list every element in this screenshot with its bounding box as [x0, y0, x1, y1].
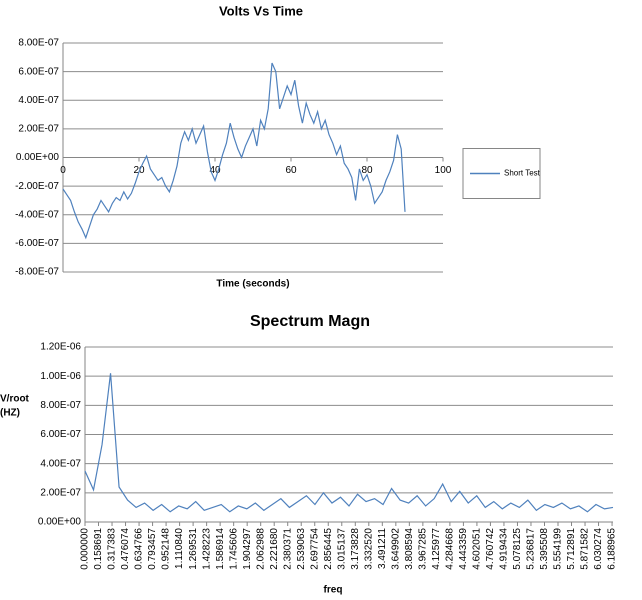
y-tick-label: 0.00E+00 [16, 152, 60, 163]
x-tick-label: 0 [60, 165, 66, 176]
x-tick-label: 5.078125 [512, 528, 523, 570]
y-tick-label: 4.00E-07 [40, 458, 81, 469]
y-tick-label: 6.00E-07 [18, 66, 59, 77]
x-tick-label: 60 [285, 165, 297, 176]
x-tick-label: 6.030274 [593, 528, 604, 570]
x-tick-label: 5.712891 [566, 528, 577, 570]
x-tick-label: 6.188965 [607, 528, 618, 570]
x-tick-label: 5.395508 [539, 528, 550, 570]
x-tick-label: 3.808594 [404, 528, 415, 570]
x-tick-label: 1.428223 [201, 528, 212, 570]
x-tick-label: 3.332520 [363, 528, 374, 570]
y-tick-label: -4.00E-07 [15, 209, 59, 220]
x-tick-label: 1.269531 [188, 528, 199, 570]
x-tick-label: 3.015137 [336, 528, 347, 570]
x-tick-label: 1.586914 [215, 528, 226, 570]
x-tick-label: 4.919434 [499, 528, 510, 570]
x-tick-label: 4.284668 [445, 528, 456, 570]
x-tick-label: 2.697754 [309, 528, 320, 570]
y-tick-label: 1.20E-06 [40, 342, 81, 353]
chart-title: Volts Vs Time [219, 3, 303, 18]
y-tick-label: 8.00E-07 [18, 38, 59, 49]
x-tick-label: 0.634766 [134, 528, 145, 570]
legend-box [462, 148, 541, 199]
x-tick-label: 0.476074 [120, 528, 131, 570]
y-tick-label: 2.00E-07 [18, 124, 59, 135]
x-axis-label: Time (seconds) [216, 279, 289, 290]
y-tick-label: 8.00E-07 [40, 400, 81, 411]
x-tick-label: 2.380371 [282, 528, 293, 570]
y-tick-label: 2.00E-07 [40, 487, 81, 498]
x-tick-label: 1.110840 [174, 528, 185, 569]
y-tick-label: -6.00E-07 [15, 238, 59, 249]
x-tick-label: 5.236817 [526, 528, 537, 570]
y-tick-label: 1.00E-06 [40, 371, 81, 382]
x-tick-label: 4.602051 [472, 528, 483, 570]
x-tick-label: 3.491211 [377, 528, 388, 569]
legend-label: Short Test [504, 169, 541, 178]
y-tick-label: 6.00E-07 [40, 429, 81, 440]
x-tick-label: 0.158691 [93, 528, 104, 570]
y-tick-label: -8.00E-07 [15, 267, 59, 278]
y-axis-label: V/root [0, 394, 30, 405]
x-tick-label: 5.554199 [553, 528, 564, 570]
x-tick-label: 2.062988 [255, 528, 266, 570]
data-line [84, 373, 614, 513]
x-tick-label: 4.760742 [485, 528, 496, 570]
y-axis-label: (HZ) [0, 408, 20, 419]
x-tick-label: 1.904297 [242, 528, 253, 570]
x-tick-label: 2.221680 [269, 528, 280, 570]
x-tick-label: 5.871582 [580, 528, 591, 570]
x-tick-label: 80 [361, 165, 373, 176]
x-tick-label: 3.967285 [417, 528, 428, 570]
x-tick-label: 3.649902 [390, 528, 401, 570]
x-tick-label: 4.443359 [458, 528, 469, 570]
x-tick-label: 40 [209, 165, 221, 176]
x-tick-label: 3.173828 [350, 528, 361, 570]
x-tick-label: 0.952148 [161, 528, 172, 570]
x-tick-label: 0.000000 [80, 528, 91, 570]
x-tick-label: 100 [435, 165, 452, 176]
x-tick-label: 4.125977 [431, 528, 442, 570]
y-tick-label: -2.00E-07 [15, 181, 59, 192]
data-line [62, 62, 406, 240]
x-tick-label: 2.856445 [323, 528, 334, 570]
x-tick-label: 0.793457 [147, 528, 158, 570]
y-tick-label: 0.00E+00 [38, 517, 82, 528]
x-tick-label: 2.539063 [296, 528, 307, 570]
chart-title: Spectrum Magn [250, 313, 370, 330]
x-tick-label: 1.745606 [228, 528, 239, 570]
x-axis-label: freq [324, 585, 343, 596]
y-tick-label: 4.00E-07 [18, 95, 59, 106]
x-tick-label: 0.317383 [107, 528, 118, 570]
